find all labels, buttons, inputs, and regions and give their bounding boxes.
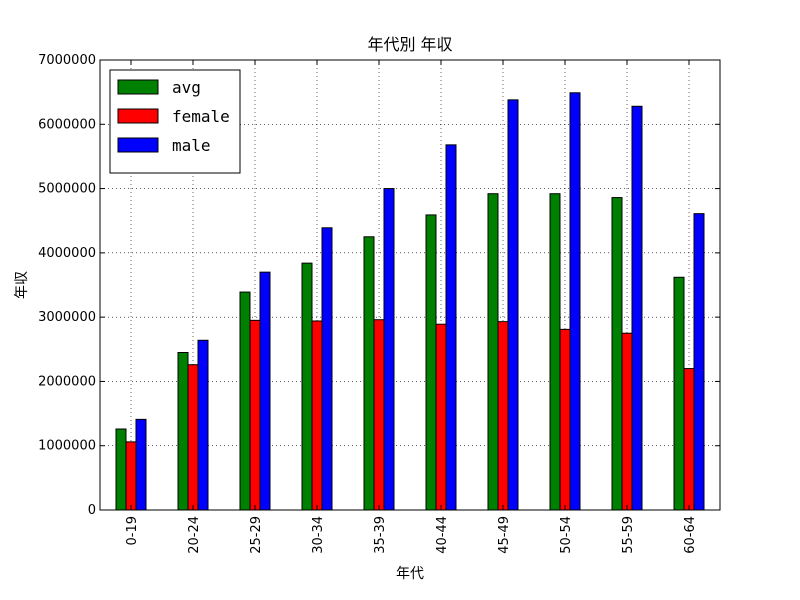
bar-female-20-24 [187,364,199,511]
bar-male-35-39 [383,188,395,511]
bars [115,92,705,511]
bar-avg-0-19 [115,428,127,511]
chart-title: 年代別 年収 [367,35,452,54]
bar-male-40-44 [445,144,457,511]
x-tick-label: 40-44 [435,516,450,554]
y-axis-ticks: 0 1000000 2000000 3000000 4000000 5000000 6000… [38,53,720,518]
bar-male-0-19 [135,418,147,511]
y-tick-label: 6000000 [38,117,96,132]
x-tick-label: 50-54 [559,516,574,554]
bar-avg-25-29 [239,291,251,511]
y-tick-label: 2000000 [38,374,96,389]
bar-male-45-49 [507,99,519,511]
bar-female-35-39 [373,319,385,511]
bar-female-25-29 [249,319,261,511]
bar-avg-30-34 [301,262,313,511]
bar-avg-45-49 [487,193,499,511]
bar-female-40-44 [435,323,447,511]
x-tick-label: 30-34 [311,516,326,554]
bar-avg-40-44 [425,214,437,511]
y-axis-label: 年収 [14,271,30,299]
legend: avg female male [109,69,241,174]
y-tick-label: 7000000 [38,53,96,68]
bar-avg-60-64 [673,276,685,511]
bar-male-20-24 [197,339,209,511]
x-tick-label: 45-49 [497,516,512,554]
y-tick-label: 0 [88,503,96,518]
bar-female-60-64 [683,368,695,511]
plot-frame [99,59,721,511]
bar-male-25-29 [259,271,271,511]
legend-swatch-female [117,108,159,124]
bar-female-0-19 [125,441,137,511]
y-tick-label: 5000000 [38,182,96,197]
bar-female-55-59 [621,332,633,511]
bar-avg-20-24 [177,352,189,511]
y-tick-label: 1000000 [38,439,96,454]
bar-female-50-54 [559,328,571,511]
x-tick-label: 55-59 [621,516,636,554]
bar-male-50-54 [569,92,581,511]
bar-avg-50-54 [549,193,561,511]
bar-male-55-59 [631,105,643,511]
x-tick-label: 20-24 [187,516,202,554]
x-tick-label: 35-39 [373,516,388,554]
bar-avg-35-39 [363,236,375,511]
x-tick-label: 0-19 [125,516,140,546]
bar-avg-55-59 [611,197,623,511]
bar-male-30-34 [321,227,333,511]
legend-swatch-avg [117,79,159,95]
y-tick-label: 4000000 [38,246,96,261]
legend-label-male: male [172,136,211,155]
bar-female-30-34 [311,320,323,511]
legend-swatch-male [117,137,159,153]
y-tick-label: 3000000 [38,310,96,325]
x-axis-ticks: 0-19 20-24 25-29 30-34 35-39 40-44 45-49 50-54 5… [125,60,698,554]
bar-female-45-49 [497,321,509,511]
bar-male-60-64 [693,213,705,511]
x-tick-label: 25-29 [249,516,264,554]
legend-label-female: female [172,107,230,126]
legend-label-avg: avg [172,78,201,97]
x-axis-label: 年代 [396,566,424,582]
x-tick-label: 60-64 [683,516,698,554]
